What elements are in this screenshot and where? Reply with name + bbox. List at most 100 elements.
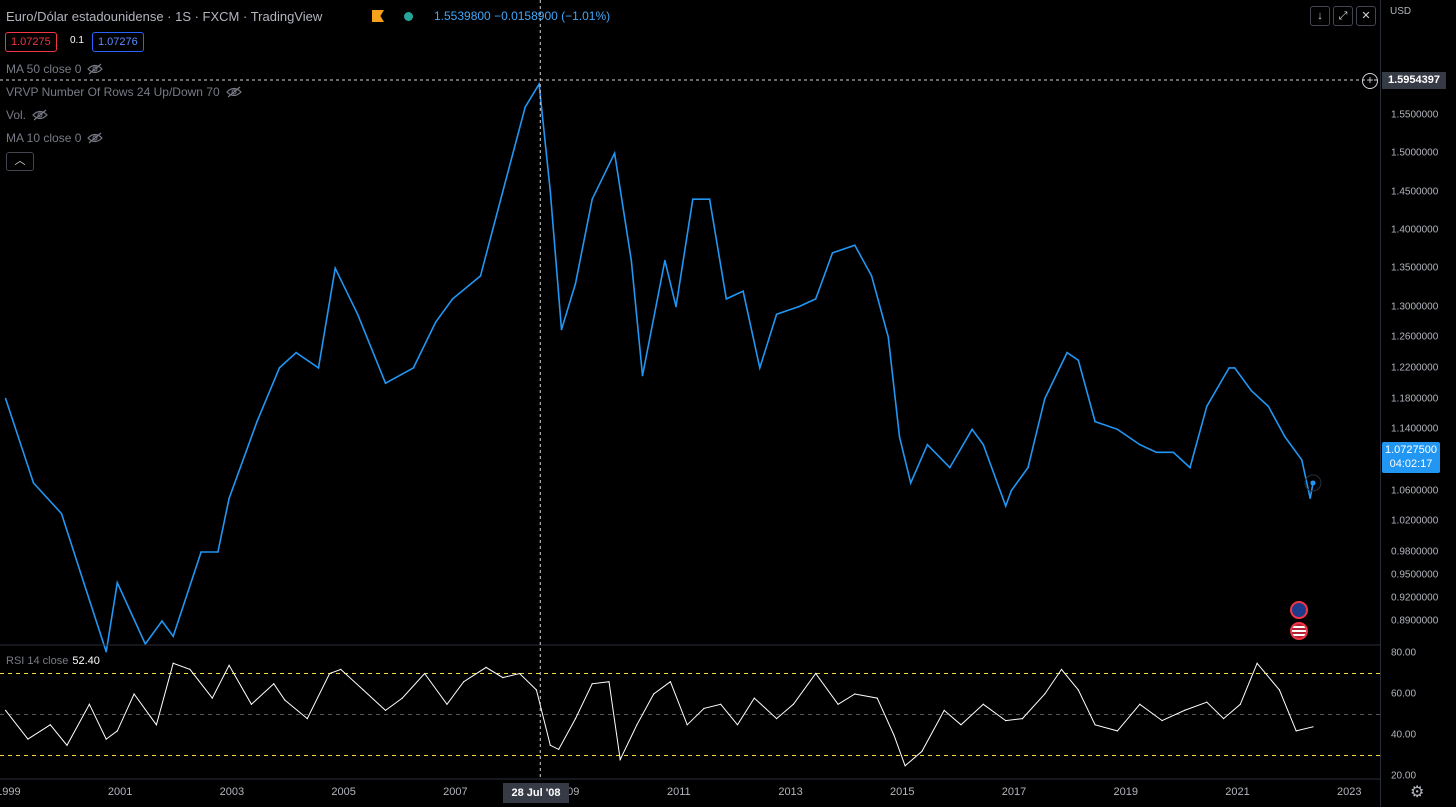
price-point [1233,367,1236,369]
price-point [630,259,633,262]
rsi-point [775,718,778,720]
rsi-label-text: RSI 14 close [6,655,69,667]
price-point [560,328,563,331]
price-point [200,551,202,553]
rsi-point [1005,720,1007,722]
rsi-point [329,672,331,675]
price-point [1172,451,1175,454]
rsi-point [960,724,962,726]
last-price-value: 1.0727500 [1385,444,1437,456]
rsi-point [1161,720,1163,722]
price-point [759,367,761,369]
eye-hidden-icon[interactable] [87,132,104,144]
price-point [1300,459,1303,461]
rsi-point [1206,701,1208,703]
rsi-point [982,703,984,705]
indicator-ma10[interactable]: MA 10 close 0 [6,131,104,145]
price-point [32,482,35,484]
x-tick-label: 2013 [778,786,803,798]
price-point [775,313,778,316]
price-point [479,275,482,277]
rsi-point [558,748,560,750]
collapse-legend-button[interactable]: ︿ [6,152,34,171]
price-point [434,321,437,323]
indicator-vrvp[interactable]: VRVP Number Of Rows 24 Up/Down 70 [6,85,242,99]
rsi-legend[interactable]: RSI 14 close 52.40 [6,655,100,667]
y-tick-label: 0.9200000 [1391,592,1439,604]
indicator-volume[interactable]: Vol. [6,108,48,122]
price-point [613,152,616,154]
rsi-point [815,672,817,675]
price-point [1077,359,1080,362]
rsi-point [591,683,593,685]
download-icon[interactable]: ↓ [1310,6,1330,26]
rsi-series-line [5,662,1314,767]
rsi-point [424,672,426,675]
rsi-point [792,703,794,705]
price-point [278,367,281,369]
price-point [708,198,711,200]
y-tick-label: 0.9500000 [1391,569,1439,581]
price-point [1027,466,1029,469]
rsi-point [669,681,672,683]
rsi-point [284,699,286,701]
flag-icon[interactable] [372,10,384,22]
rsi-point [1312,726,1314,728]
rsi-point [133,693,135,695]
rsi-point [619,759,621,761]
price-point [1043,397,1046,400]
us-event-icon[interactable] [1290,622,1308,640]
rsi-point [1060,668,1063,671]
rsi-point [1021,718,1024,720]
price-point [451,298,454,300]
price-point [641,374,644,377]
indicator-ma50[interactable]: MA 50 close 0 [6,62,104,76]
eye-hidden-icon[interactable] [32,109,48,121]
currency-label[interactable]: USD [1390,6,1412,17]
eye-hidden-icon[interactable] [87,63,104,75]
add-alert-icon[interactable]: + [1362,73,1378,89]
price-point [887,336,890,339]
rsi-point [172,662,174,664]
rsi-point [574,718,577,720]
eye-hidden-icon[interactable] [225,86,242,98]
y-tick-label: 1.5500000 [1391,109,1439,121]
price-axis[interactable] [1380,0,1456,807]
fullscreen-icon[interactable]: ⤢ [1333,6,1353,26]
x-tick-label: 1999 [0,786,21,798]
rsi-point [211,697,213,699]
symbol-title[interactable]: Euro/Dólar estadounidense · 1S · FXCM · … [6,9,323,24]
rsi-point [88,703,90,705]
rsi-plot [0,662,1380,767]
rsi-point [518,672,521,675]
y-tick-label: 1.3500000 [1391,262,1439,274]
price-point [384,382,387,385]
settings-gear-icon[interactable]: ⚙ [1410,784,1425,801]
y-tick-label: 1.1800000 [1391,393,1439,405]
y-tick-label: 1.2600000 [1391,331,1439,343]
price-series-line [4,81,1314,652]
rsi-point [273,683,275,685]
price-point [971,428,973,431]
price-point [574,282,577,285]
rsi-point [116,730,118,732]
price-point [1250,390,1253,392]
sell-price-button[interactable]: 1.07275 [5,32,57,52]
indicator-label: VRVP Number Of Rows 24 Up/Down 70 [6,85,220,99]
price-point [1284,436,1286,438]
price-point [1309,497,1311,500]
price-point [144,643,147,645]
price-point [691,198,694,200]
rsi-point [340,668,342,671]
x-tick-label: 2021 [1225,786,1250,798]
y-tick-label: 1.4500000 [1391,186,1439,197]
rsi-point [1116,730,1119,732]
rsi-point [921,750,923,753]
buy-price-button[interactable]: 1.07276 [92,32,144,52]
rsi-point [155,724,158,726]
eu-event-icon[interactable] [1290,601,1308,619]
close-icon[interactable]: ✕ [1356,6,1376,26]
price-point [1228,367,1230,369]
price-point [161,620,163,622]
